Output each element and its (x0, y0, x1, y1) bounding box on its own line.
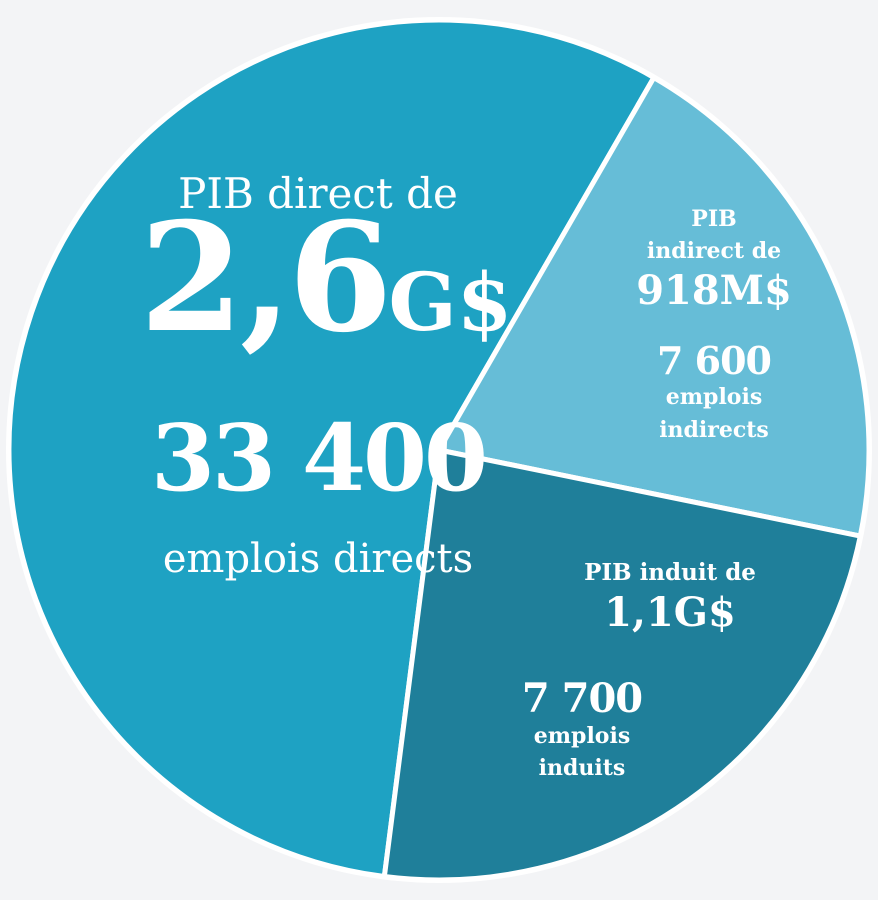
slice-label: PIB induit de (584, 559, 756, 586)
pie-slice (381, 447, 863, 883)
value-number: 2,6 (140, 190, 389, 366)
slice-value-label: 918M$ (636, 267, 792, 314)
pie-slice (6, 17, 657, 880)
value-unit: G$ (388, 255, 512, 349)
slice-label: PIB direct de (178, 169, 458, 218)
jobs-label: indirects (659, 417, 769, 443)
jobs-label: emplois (534, 723, 630, 749)
jobs-value: 7 600 (657, 338, 771, 383)
slice-label: indirect de (647, 238, 781, 264)
slice-value-label: 2,6G$ (140, 190, 513, 366)
jobs-value: 33 400 (151, 404, 485, 512)
slice-value-label: 1,1G$ (604, 589, 736, 636)
jobs-label: emplois (666, 384, 762, 410)
pie-slice (436, 75, 872, 539)
slice-label: PIB (691, 206, 736, 232)
jobs-label: induits (539, 755, 626, 781)
jobs-value: 7 700 (522, 675, 642, 722)
jobs-label: emplois directs (163, 536, 473, 582)
